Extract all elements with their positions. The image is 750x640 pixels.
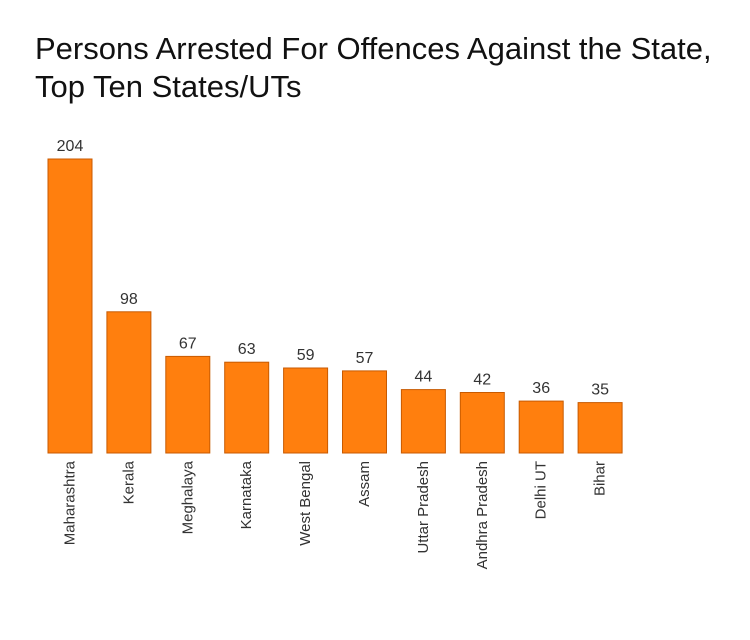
category-label-west-bengal: West Bengal	[297, 461, 314, 546]
value-label-uttar-pradesh: 44	[415, 369, 433, 386]
bar-maharashtra	[47, 158, 93, 454]
category-label-uttar-pradesh: Uttar Pradesh	[415, 461, 432, 554]
category-label-maharashtra: Maharashtra	[62, 460, 79, 545]
chart-title: Persons Arrested For Offences Against th…	[35, 31, 712, 104]
category-label-assam: Assam	[356, 461, 373, 507]
value-label-maharashtra: 204	[57, 138, 84, 155]
category-label-delhi-ut: Delhi UT	[533, 461, 550, 519]
value-label-assam: 57	[356, 350, 374, 367]
value-label-kerala: 98	[120, 291, 138, 308]
category-label-karnataka: Karnataka	[238, 460, 255, 529]
value-label-west-bengal: 59	[297, 347, 315, 364]
bar-assam	[342, 370, 387, 454]
category-label-bihar: Bihar	[592, 461, 609, 496]
value-label-bihar: 35	[591, 382, 609, 399]
value-labels-group: 204 98 67 63 59 57 44 42 36 35	[57, 138, 609, 399]
bar-andhra-pradesh	[459, 392, 505, 454]
bars-group	[47, 158, 623, 454]
bar-uttar-pradesh	[400, 389, 446, 454]
bar-meghalaya	[165, 355, 211, 454]
category-labels-group: Maharashtra Kerala Meghalaya Karnataka West …	[62, 460, 609, 569]
category-label-andhra-pradesh: Andhra Pradesh	[474, 461, 491, 569]
value-label-karnataka: 63	[238, 341, 256, 358]
category-label-kerala: Kerala	[120, 460, 137, 504]
value-label-delhi-ut: 36	[532, 380, 550, 397]
value-label-andhra-pradesh: 42	[473, 372, 491, 389]
bar-karnataka	[224, 361, 270, 454]
value-label-meghalaya: 67	[179, 335, 197, 352]
category-label-meghalaya: Meghalaya	[179, 460, 196, 534]
bar-bihar	[577, 402, 623, 454]
bar-kerala	[106, 311, 152, 454]
bar-delhi-ut	[518, 400, 564, 454]
bar-west-bengal	[283, 367, 329, 454]
